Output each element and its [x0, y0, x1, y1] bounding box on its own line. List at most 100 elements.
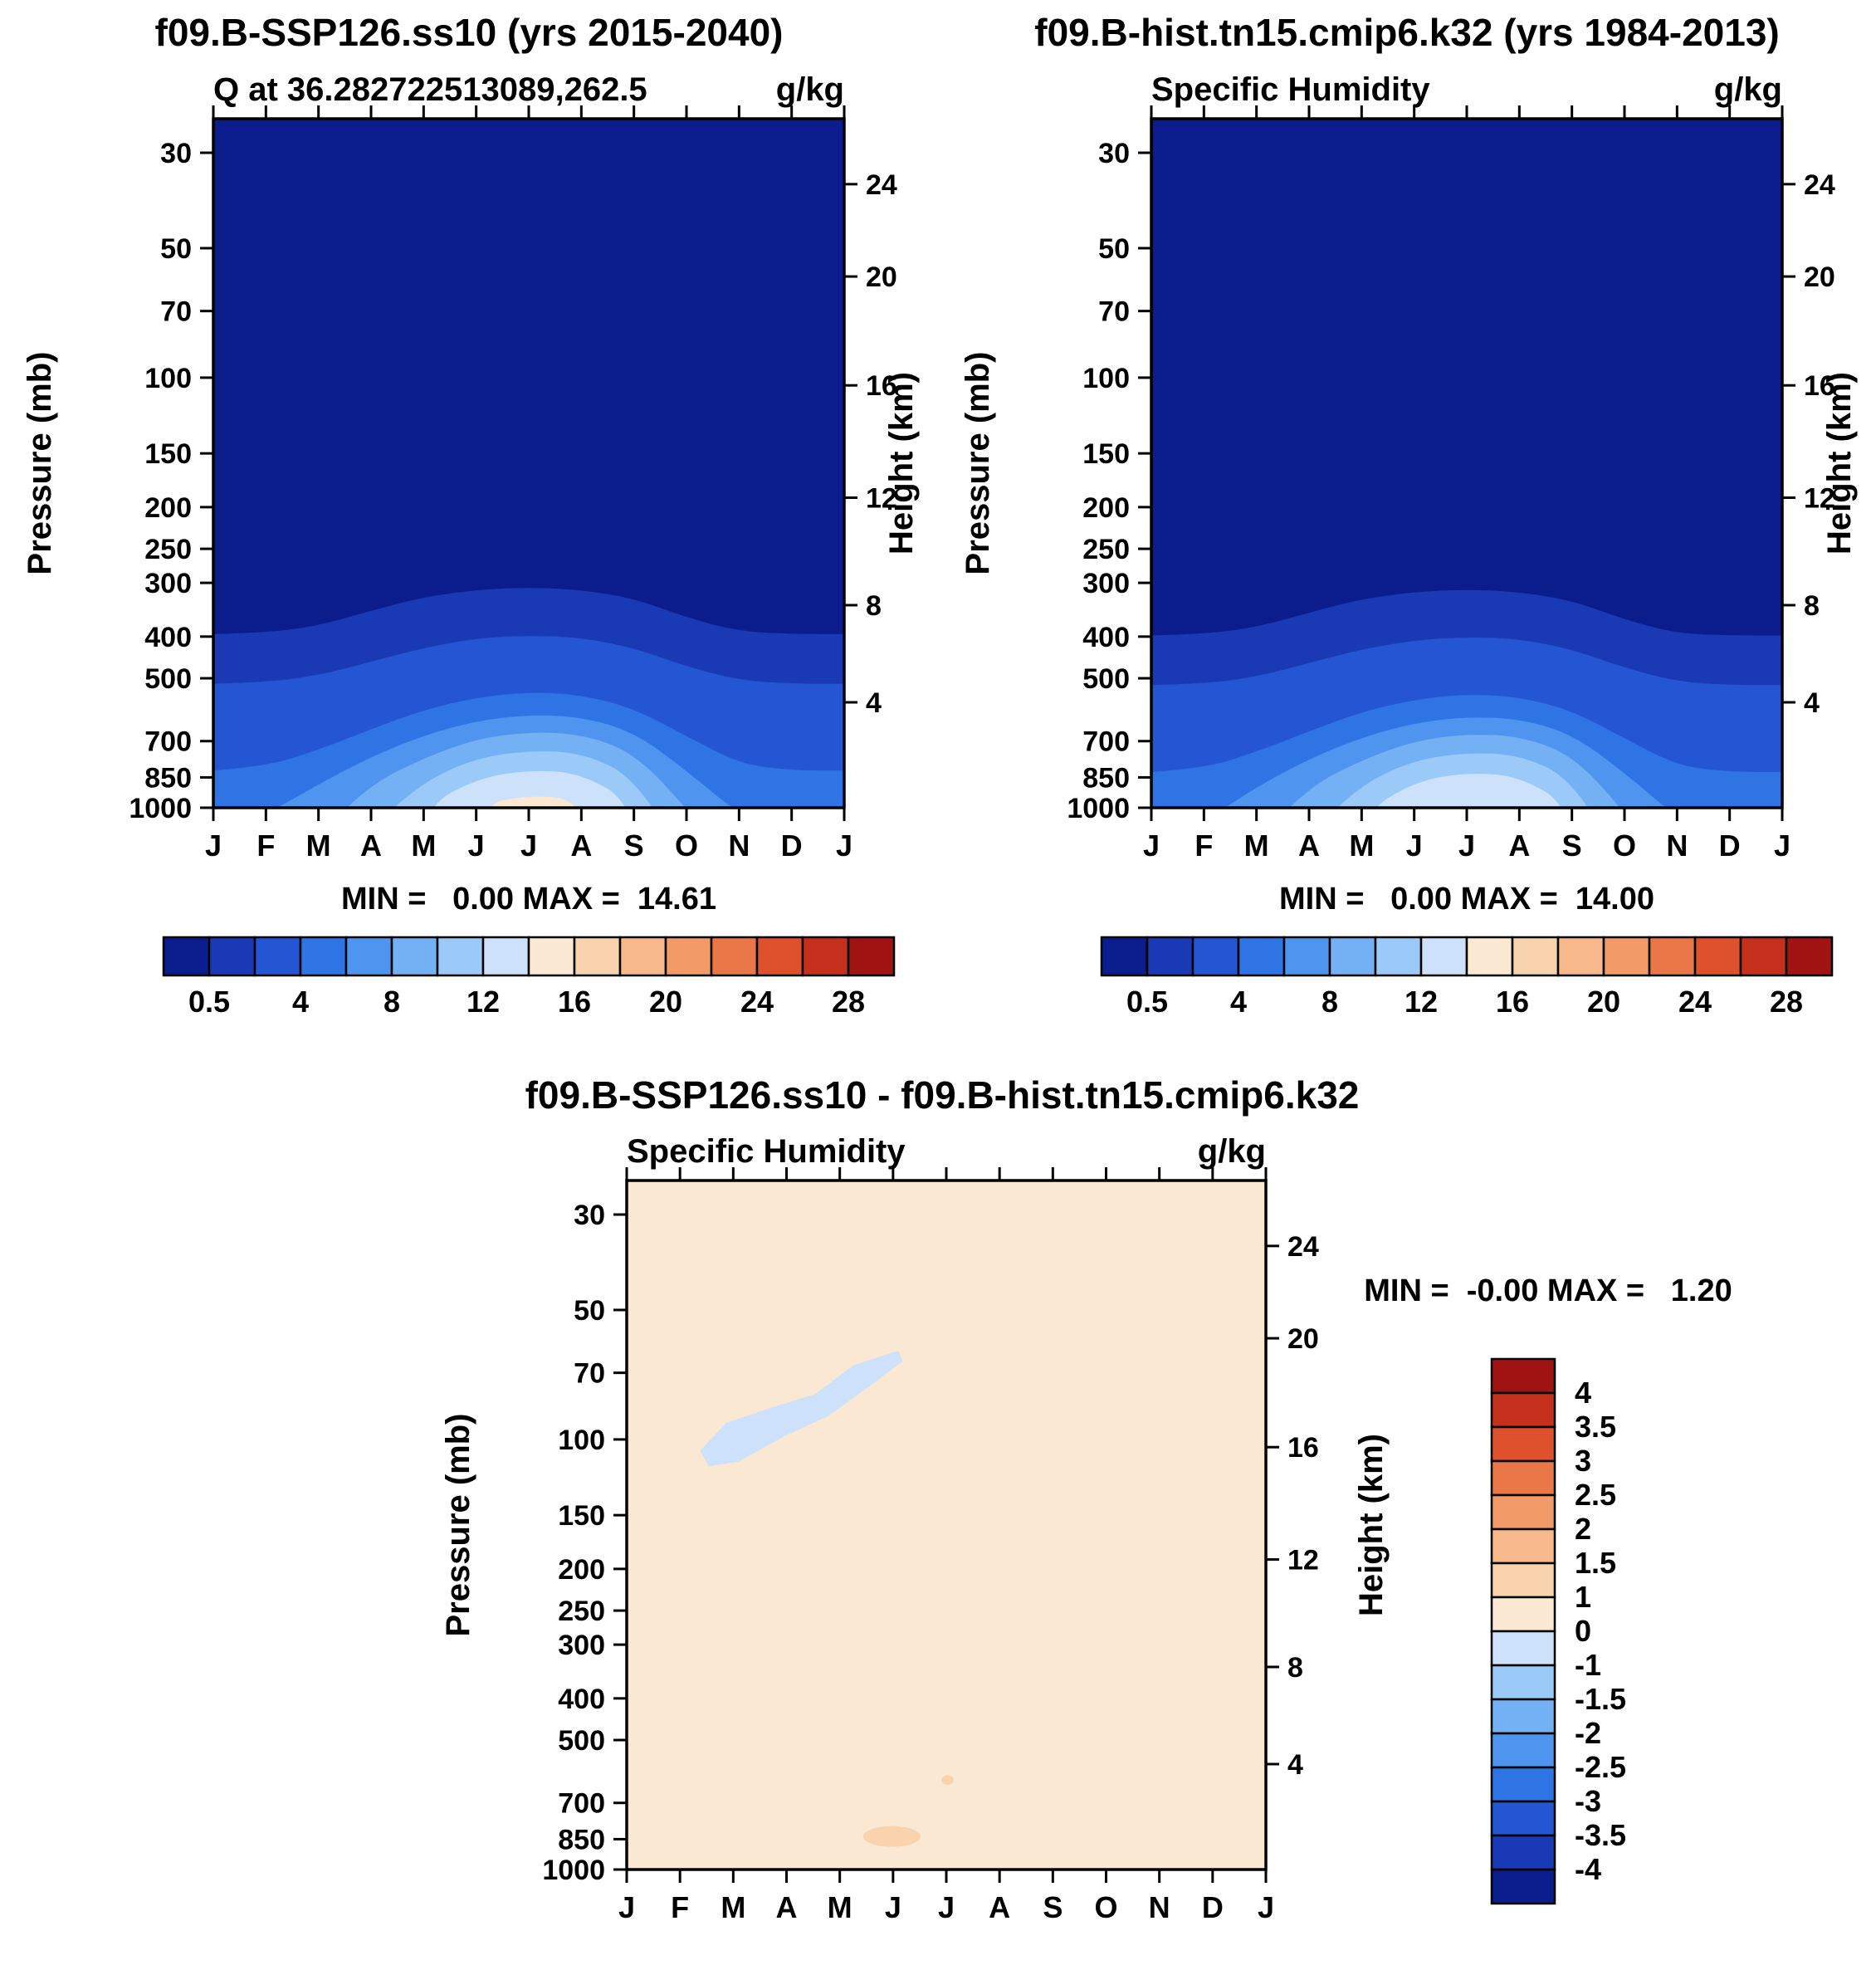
month-label: N [1666, 829, 1688, 863]
colorbar-label: -4 [1575, 1852, 1601, 1886]
colorbar-label: 3 [1575, 1444, 1591, 1478]
colorbar-label: -3.5 [1575, 1818, 1626, 1852]
contour-band [490, 796, 576, 808]
height-tick-label: 12 [866, 482, 897, 514]
pressure-tick-label: 150 [144, 438, 192, 470]
pressure-tick-label: 700 [558, 1788, 605, 1820]
height-tick-label: 24 [1287, 1231, 1319, 1263]
height-tick-label: 4 [866, 687, 882, 719]
panel-hist: f09.B-hist.tn15.cmip6.k32 (yrs 1984-2013… [942, 12, 1872, 1028]
month-label: J [468, 829, 485, 863]
colorbar-segment [1146, 936, 1194, 976]
colorbar-segment [1374, 936, 1423, 976]
pressure-tick-label: 400 [1082, 621, 1130, 653]
contour-band [433, 770, 626, 808]
height-tick-label: 20 [1287, 1323, 1319, 1355]
pressure-tick-label: 200 [558, 1554, 605, 1586]
colorbar-segment [390, 936, 439, 976]
axis-ticks [200, 105, 857, 821]
colorbar-label: 28 [832, 985, 865, 1019]
month-label: F [256, 829, 275, 863]
pressure-tick-label: 150 [558, 1500, 605, 1532]
height-tick-label: 16 [866, 370, 897, 402]
minmax-label: MIN = 0.00 MAX = 14.61 [341, 882, 716, 917]
pressure-tick-label: 100 [144, 363, 192, 394]
pressure-tick-label: 500 [144, 663, 192, 695]
colorbar-segment [1490, 1528, 1556, 1565]
pressure-tick-label: 1000 [129, 793, 192, 824]
month-label: A [1298, 829, 1320, 863]
month-label: M [306, 829, 331, 863]
colorbar-label: 1.5 [1575, 1546, 1616, 1580]
plot-subtitle: Specific Humidity [627, 1133, 906, 1170]
colorbar-segment [664, 936, 713, 976]
colorbar-segment [1490, 1834, 1556, 1871]
panel-title-hist: f09.B-hist.tn15.cmip6.k32 (yrs 1984-2013… [1034, 11, 1780, 54]
colorbar-segment [1693, 936, 1742, 976]
month-label: O [1094, 1890, 1117, 1924]
pressure-tick-label: 250 [144, 534, 192, 565]
colorbar-segment [299, 936, 348, 976]
colorbar-segment [1100, 936, 1149, 976]
colorbar-segment [1785, 936, 1834, 976]
diff-anomaly-patch [700, 1351, 903, 1467]
colorbar-label: 16 [1496, 985, 1529, 1019]
colorbar-segment [1490, 1868, 1556, 1905]
colorbar-label: 20 [1587, 985, 1620, 1019]
units-label: g/kg [1714, 71, 1782, 108]
pressure-tick-label: 30 [1098, 138, 1130, 169]
height-tick-label: 8 [866, 590, 882, 622]
pressure-tick-label: 850 [558, 1825, 605, 1856]
colorbar-segment [801, 936, 850, 976]
pressure-tick-label: 250 [1082, 534, 1130, 565]
height-axis-title: Height (km) [1353, 1434, 1390, 1616]
colorbar-label: 24 [1678, 985, 1712, 1019]
pressure-tick-label: 50 [1098, 233, 1130, 265]
month-label: O [1613, 829, 1636, 863]
month-label: S [1562, 829, 1582, 863]
colorbar-segment [1237, 936, 1286, 976]
month-label: J [938, 1890, 955, 1924]
colorbar-label: 4 [292, 985, 309, 1019]
height-axis-title: Height (km) [883, 372, 920, 555]
contour-fill [627, 1180, 1266, 1870]
contour-plot: Q at 36.282722513089,262.5 g/kgJ F M A M J J A S O… [22, 71, 920, 1019]
pressure-tick-label: 50 [160, 233, 192, 265]
pressure-tick-label: 200 [1082, 491, 1130, 523]
month-label: M [1349, 829, 1374, 863]
pressure-tick-label: 400 [144, 621, 192, 653]
colorbar [1100, 936, 1834, 976]
month-label: J [836, 829, 853, 863]
month-label: F [671, 1890, 689, 1924]
pressure-tick-label: 70 [574, 1358, 605, 1390]
colorbar-label: 0.5 [188, 985, 230, 1019]
colorbar-label: 12 [467, 985, 500, 1019]
month-label: J [885, 1890, 901, 1924]
colorbar-label: 16 [558, 985, 591, 1019]
height-tick-label: 12 [1287, 1545, 1319, 1576]
pressure-tick-label: 500 [558, 1725, 605, 1757]
colorbar-segment [1490, 1357, 1556, 1395]
diff-anomaly-spot [940, 1775, 955, 1786]
month-label: N [1149, 1890, 1170, 1924]
month-label: S [624, 829, 644, 863]
month-label: J [1458, 829, 1475, 863]
colorbar-label: 4 [1230, 985, 1247, 1019]
pressure-tick-label: 30 [574, 1200, 605, 1231]
month-label: D [781, 829, 803, 863]
pressure-tick-label: 400 [558, 1684, 605, 1715]
colorbar-segment [1602, 936, 1651, 976]
colorbar-label: 0 [1575, 1614, 1591, 1648]
height-tick-label: 12 [1804, 482, 1835, 514]
contour-plot: Specific Humidity g/kgJ F M A M J J A S O N D J305070… [960, 71, 1858, 1019]
colorbar-vertical [1490, 1357, 1556, 1905]
pressure-tick-label: 1000 [1067, 793, 1130, 824]
colorbar-label: -2.5 [1575, 1750, 1626, 1784]
colorbar-segment [436, 936, 485, 976]
colorbar-segment [1490, 1459, 1556, 1497]
contour-fill [213, 118, 844, 808]
month-label: J [1774, 829, 1791, 863]
month-label: F [1194, 829, 1213, 863]
colorbar-segment [1556, 936, 1605, 976]
